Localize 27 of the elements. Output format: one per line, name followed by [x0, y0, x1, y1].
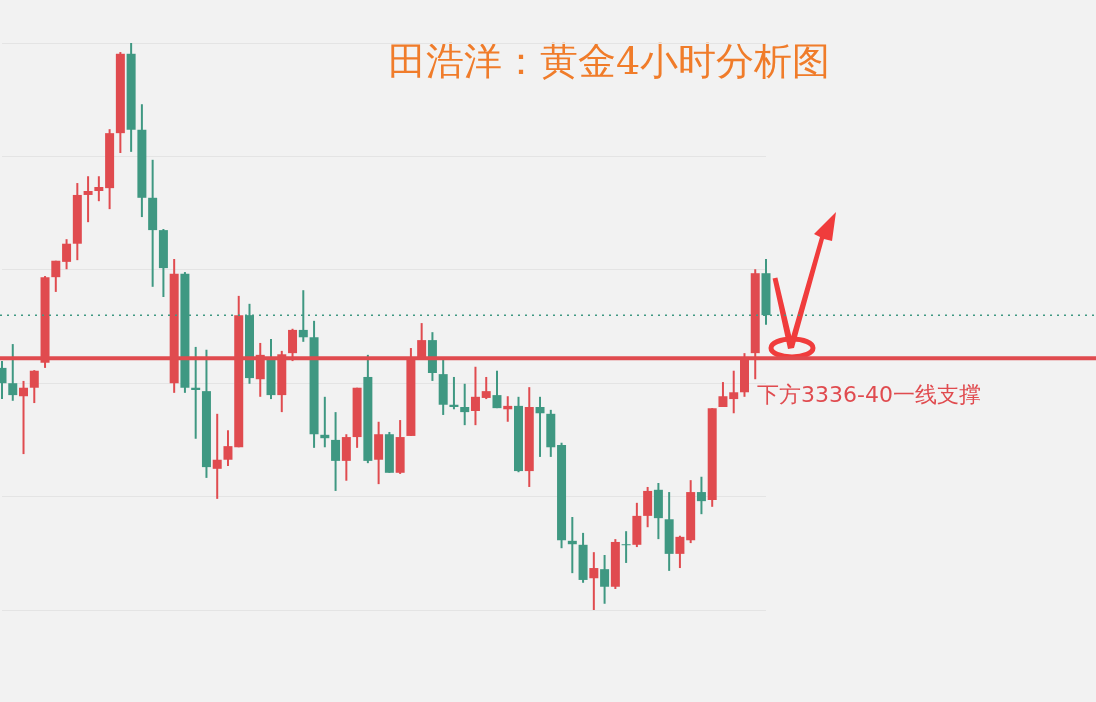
candlestick	[191, 345, 201, 440]
ref-line-label: 下方3336-40一线支撑	[757, 381, 981, 407]
candlestick	[492, 369, 502, 410]
candlestick	[223, 429, 233, 467]
candlestick	[470, 365, 480, 427]
candlestick	[94, 175, 104, 203]
candlestick	[19, 379, 29, 456]
candlestick	[29, 369, 39, 405]
candlestick	[481, 375, 491, 401]
candlestick	[621, 530, 631, 564]
candlestick	[696, 475, 706, 516]
candlestick	[212, 412, 222, 500]
candlestick	[729, 369, 739, 415]
candlestick	[51, 259, 61, 293]
candlestick	[589, 551, 599, 611]
candlestick	[600, 554, 610, 605]
candlestick	[675, 534, 685, 570]
candlestick	[83, 175, 93, 224]
candlestick	[341, 433, 351, 482]
candlestick	[8, 343, 18, 402]
candlestick	[535, 395, 545, 458]
candlestick	[62, 238, 72, 271]
candlestick	[449, 375, 459, 411]
candlestick	[331, 411, 341, 492]
candlestick	[460, 382, 470, 427]
candlestick	[718, 381, 728, 409]
chart-title: 田浩洋：黄金4小时分析图	[388, 38, 831, 85]
